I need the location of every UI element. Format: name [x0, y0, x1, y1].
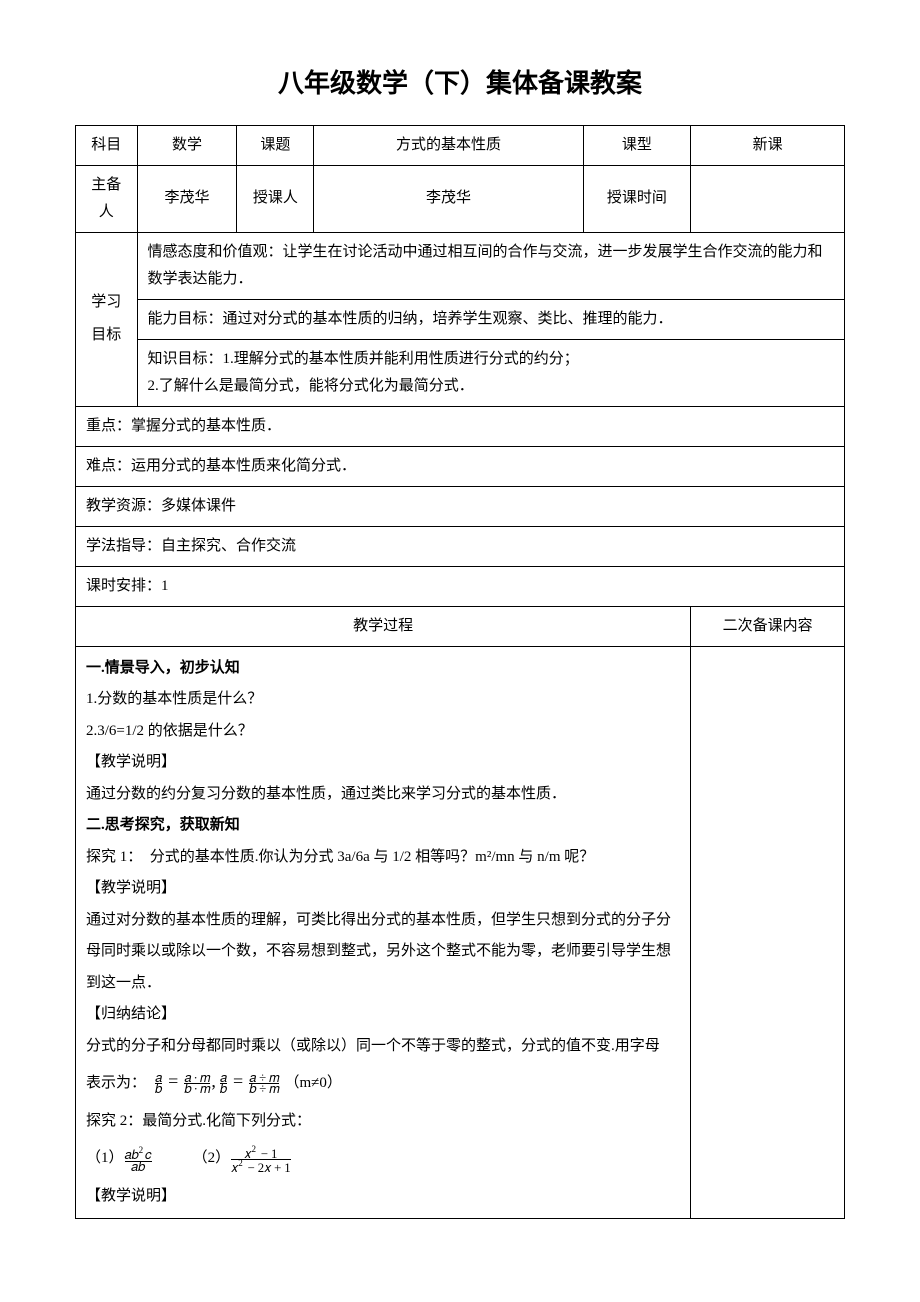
lecturer-label: 授课人 — [237, 165, 314, 232]
formula-label: 表示为： — [86, 1068, 146, 1100]
problem-2-label: （2） — [193, 1143, 231, 1175]
objectives-row-3: 知识目标：1.理解分式的基本性质并能利用性质进行分式的约分； 2.了解什么是最简… — [76, 339, 845, 406]
process-content-row: 一.情景导入，初步认知 1.分数的基本性质是什么？ 2.3/6=1/2 的依据是… — [76, 646, 845, 1219]
explore-1: 探究 1： 分式的基本性质.你认为分式 3a/6a 与 1/2 相等吗？m²/m… — [86, 842, 680, 874]
process-header: 教学过程 — [76, 606, 691, 646]
lecture-time-value — [691, 165, 845, 232]
subject-value: 数学 — [137, 125, 237, 165]
header-row-2: 主备人 李茂华 授课人 李茂华 授课时间 — [76, 165, 845, 232]
subject-label: 科目 — [76, 125, 138, 165]
secondary-content — [691, 646, 845, 1219]
formula-condition: （m≠0） — [284, 1068, 341, 1100]
knowledge-objective: 知识目标：1.理解分式的基本性质并能利用性质进行分式的约分； 2.了解什么是最简… — [137, 339, 844, 406]
explore-2-problems: （1） ab2c ab （2） x2−1 x2−2x+1 — [86, 1143, 680, 1175]
preparer-label: 主备人 — [76, 165, 138, 232]
explore-2-note-label: 【教学说明】 — [86, 1181, 680, 1213]
type-label: 课型 — [583, 125, 691, 165]
explore-1-note-label: 【教学说明】 — [86, 873, 680, 905]
summary-text: 分式的分子和分母都同时乘以（或除以）同一个不等于零的整式，分式的值不变.用字母 — [86, 1031, 680, 1063]
process-content: 一.情景导入，初步认知 1.分数的基本性质是什么？ 2.3/6=1/2 的依据是… — [76, 646, 691, 1219]
explore-1-note: 通过对分数的基本性质的理解，可类比得出分式的基本性质，但学生只想到分式的分子分母… — [86, 905, 680, 1000]
lesson-plan-table: 科目 数学 课题 方式的基本性质 课型 新课 主备人 李茂华 授课人 李茂华 授… — [75, 125, 845, 1220]
ability-objective: 能力目标：通过对分式的基本性质的归纳，培养学生观察、类比、推理的能力． — [137, 299, 844, 339]
knowledge-line-1: 知识目标：1.理解分式的基本性质并能利用性质进行分式的约分； — [148, 351, 579, 367]
objectives-row-1: 学习目标 情感态度和价值观：让学生在讨论活动中通过相互间的合作与交流，进一步发展… — [76, 232, 845, 299]
formula-line: 表示为： ab = a·m b·m , ab = a÷m b÷m — [86, 1068, 680, 1100]
problem-1-formula: ab2c ab — [124, 1147, 153, 1171]
resources: 教学资源：多媒体课件 — [76, 486, 845, 526]
resources-row: 教学资源：多媒体课件 — [76, 486, 845, 526]
header-row-1: 科目 数学 课题 方式的基本性质 课型 新课 — [76, 125, 845, 165]
periods: 课时安排：1 — [76, 566, 845, 606]
basic-property-formula: ab = a·m b·m , ab = a÷m b÷m — [154, 1075, 280, 1094]
section-1-note: 通过分数的约分复习分数的基本性质，通过类比来学习分式的基本性质． — [86, 779, 680, 811]
topic-label: 课题 — [237, 125, 314, 165]
type-value: 新课 — [691, 125, 845, 165]
key-point-row: 重点：掌握分式的基本性质． — [76, 406, 845, 446]
affective-objective: 情感态度和价值观：让学生在讨论活动中通过相互间的合作与交流，进一步发展学生合作交… — [137, 232, 844, 299]
preparer-value: 李茂华 — [137, 165, 237, 232]
periods-row: 课时安排：1 — [76, 566, 845, 606]
lecturer-value: 李茂华 — [314, 165, 583, 232]
section-2-title: 二.思考探究，获取新知 — [86, 810, 680, 842]
topic-value: 方式的基本性质 — [314, 125, 583, 165]
lecture-time-label: 授课时间 — [583, 165, 691, 232]
section-1-note-label: 【教学说明】 — [86, 747, 680, 779]
summary-label: 【归纳结论】 — [86, 999, 680, 1031]
method: 学法指导：自主探究、合作交流 — [76, 526, 845, 566]
process-header-row: 教学过程 二次备课内容 — [76, 606, 845, 646]
secondary-header: 二次备课内容 — [691, 606, 845, 646]
section-1-title: 一.情景导入，初步认知 — [86, 653, 680, 685]
problem-1-label: （1） — [86, 1143, 124, 1175]
section-1-q1: 1.分数的基本性质是什么？ — [86, 684, 680, 716]
knowledge-line-2: 2.了解什么是最简分式，能将分式化为最简分式． — [148, 378, 474, 394]
page-title: 八年级数学（下）集体备课教案 — [75, 60, 845, 107]
difficulty: 难点：运用分式的基本性质来化简分式． — [76, 446, 845, 486]
problem-2-formula: x2−1 x2−2x+1 — [230, 1146, 291, 1172]
difficulty-row: 难点：运用分式的基本性质来化简分式． — [76, 446, 845, 486]
explore-2: 探究 2：最简分式.化简下列分式： — [86, 1106, 680, 1138]
section-1-q2: 2.3/6=1/2 的依据是什么？ — [86, 716, 680, 748]
objectives-row-2: 能力目标：通过对分式的基本性质的归纳，培养学生观察、类比、推理的能力． — [76, 299, 845, 339]
method-row: 学法指导：自主探究、合作交流 — [76, 526, 845, 566]
objectives-label: 学习目标 — [76, 232, 138, 406]
key-point: 重点：掌握分式的基本性质． — [76, 406, 845, 446]
